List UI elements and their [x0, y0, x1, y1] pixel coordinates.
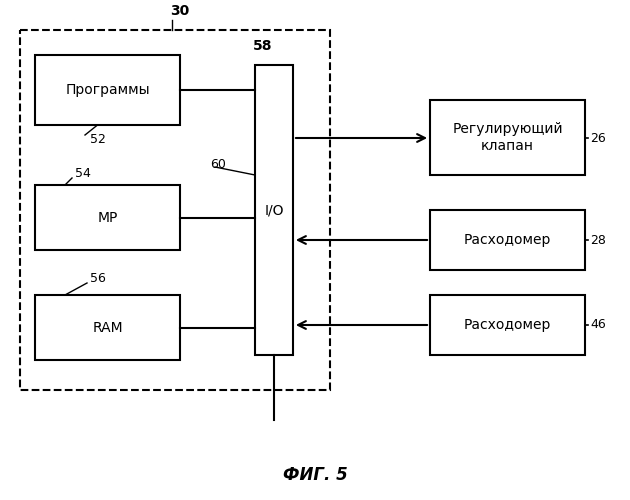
Text: 58: 58: [253, 39, 273, 53]
Text: Программы: Программы: [65, 83, 150, 97]
Bar: [20, 30, 330, 390]
Text: 52: 52: [90, 133, 106, 146]
Bar: [35, 185, 180, 250]
Text: 26: 26: [590, 132, 606, 144]
Text: 28: 28: [590, 234, 606, 246]
Text: 54: 54: [75, 167, 91, 180]
Bar: [430, 210, 585, 270]
Text: RAM: RAM: [92, 320, 123, 334]
Text: Регулирующий
клапан: Регулирующий клапан: [452, 122, 563, 152]
Text: 30: 30: [170, 4, 190, 18]
Bar: [35, 55, 180, 125]
Bar: [255, 65, 293, 355]
Text: I/O: I/O: [264, 203, 284, 217]
Text: МР: МР: [97, 210, 118, 224]
Text: Расходомер: Расходомер: [464, 318, 551, 332]
Text: ФИГ. 5: ФИГ. 5: [283, 466, 347, 484]
Text: Расходомер: Расходомер: [464, 233, 551, 247]
Text: 60: 60: [210, 158, 226, 172]
Bar: [430, 100, 585, 175]
Text: 46: 46: [590, 318, 606, 332]
Bar: [35, 295, 180, 360]
Bar: [430, 295, 585, 355]
Text: 56: 56: [90, 272, 106, 285]
